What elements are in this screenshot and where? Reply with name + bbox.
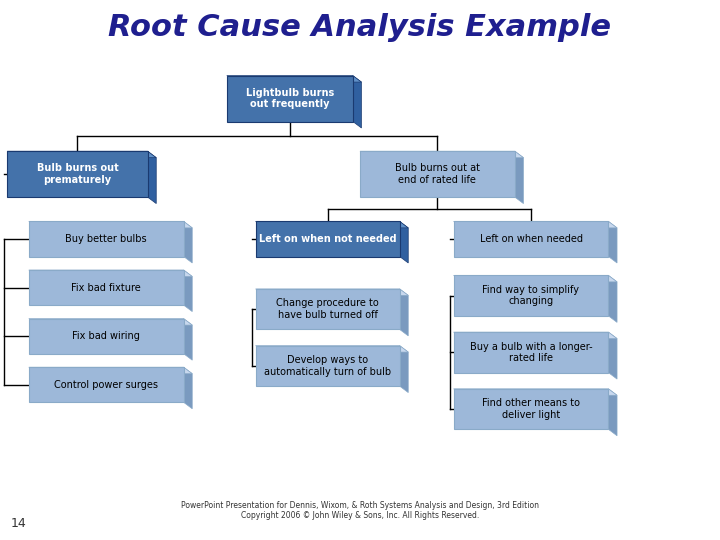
- FancyBboxPatch shape: [29, 367, 184, 402]
- FancyBboxPatch shape: [7, 151, 148, 197]
- FancyBboxPatch shape: [360, 151, 515, 197]
- Text: Fix bad fixture: Fix bad fixture: [71, 282, 141, 293]
- FancyBboxPatch shape: [454, 332, 608, 373]
- FancyBboxPatch shape: [454, 275, 608, 316]
- Text: Find other means to
deliver light: Find other means to deliver light: [482, 399, 580, 420]
- FancyBboxPatch shape: [29, 221, 184, 256]
- Polygon shape: [400, 289, 408, 336]
- FancyBboxPatch shape: [454, 389, 608, 429]
- Polygon shape: [29, 319, 192, 325]
- Polygon shape: [400, 221, 408, 263]
- Polygon shape: [454, 389, 617, 395]
- Polygon shape: [29, 221, 192, 228]
- FancyBboxPatch shape: [256, 221, 400, 256]
- FancyBboxPatch shape: [256, 346, 400, 386]
- FancyBboxPatch shape: [454, 221, 608, 256]
- Polygon shape: [184, 221, 192, 263]
- Text: Left on when not needed: Left on when not needed: [258, 234, 397, 244]
- Polygon shape: [608, 332, 617, 379]
- Text: Control power surges: Control power surges: [54, 380, 158, 390]
- Polygon shape: [608, 221, 617, 263]
- FancyBboxPatch shape: [29, 270, 184, 305]
- Polygon shape: [29, 270, 192, 276]
- Text: Develop ways to
automatically turn of bulb: Develop ways to automatically turn of bu…: [264, 355, 391, 377]
- Polygon shape: [353, 76, 361, 128]
- FancyBboxPatch shape: [29, 319, 184, 354]
- Polygon shape: [184, 270, 192, 312]
- Text: Buy a bulb with a longer-
rated life: Buy a bulb with a longer- rated life: [469, 342, 593, 363]
- FancyBboxPatch shape: [227, 76, 353, 122]
- Text: Bulb burns out at
end of rated life: Bulb burns out at end of rated life: [395, 163, 480, 185]
- Polygon shape: [608, 275, 617, 322]
- Text: PowerPoint Presentation for Dennis, Wixom, & Roth Systems Analysis and Design, 3: PowerPoint Presentation for Dennis, Wixo…: [181, 501, 539, 520]
- Polygon shape: [454, 221, 617, 228]
- Text: Find way to simplify
changing: Find way to simplify changing: [482, 285, 580, 307]
- Polygon shape: [454, 275, 617, 282]
- Polygon shape: [608, 389, 617, 436]
- Polygon shape: [454, 332, 617, 339]
- Polygon shape: [184, 367, 192, 409]
- Polygon shape: [148, 151, 156, 204]
- Polygon shape: [256, 221, 408, 228]
- Polygon shape: [184, 319, 192, 360]
- Text: 14: 14: [11, 517, 27, 530]
- Polygon shape: [400, 346, 408, 393]
- Text: Bulb burns out
prematurely: Bulb burns out prematurely: [37, 163, 118, 185]
- Polygon shape: [256, 346, 408, 352]
- Text: Left on when needed: Left on when needed: [480, 234, 582, 244]
- Polygon shape: [29, 367, 192, 374]
- Polygon shape: [360, 151, 523, 158]
- Text: Fix bad wiring: Fix bad wiring: [72, 331, 140, 341]
- Polygon shape: [7, 151, 156, 158]
- Polygon shape: [256, 289, 408, 295]
- Polygon shape: [515, 151, 523, 204]
- Text: Root Cause Analysis Example: Root Cause Analysis Example: [109, 14, 611, 43]
- Text: Buy better bulbs: Buy better bulbs: [66, 234, 147, 244]
- Text: Change procedure to
have bulb turned off: Change procedure to have bulb turned off: [276, 298, 379, 320]
- Text: Lightbulb burns
out frequently: Lightbulb burns out frequently: [246, 87, 334, 109]
- Polygon shape: [227, 76, 361, 82]
- FancyBboxPatch shape: [256, 289, 400, 329]
